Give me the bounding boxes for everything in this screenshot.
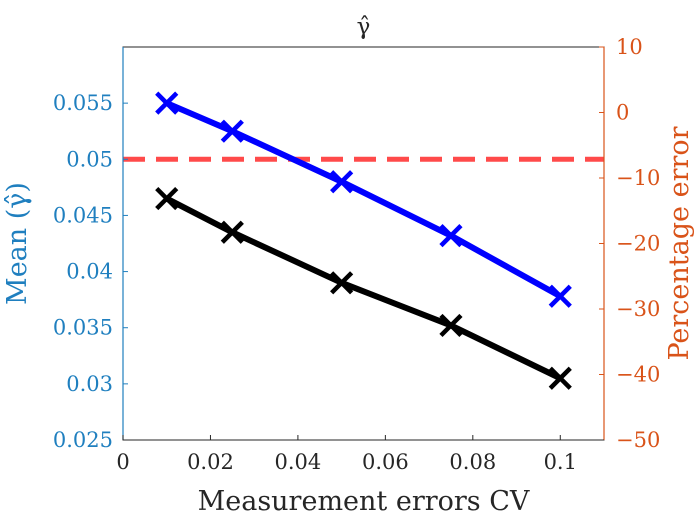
right-tick-label: 0 <box>616 101 629 125</box>
right-tick-label: −10 <box>616 166 660 190</box>
marker-stroke <box>548 284 572 308</box>
right-y-axis: −50 −40 −30 −20 −10 0 10 <box>599 35 660 452</box>
series-1-marker <box>220 119 244 143</box>
x-tick-label: 0 <box>116 450 129 474</box>
series-2-marker <box>548 366 572 390</box>
left-tick-label: 0.05 <box>66 147 113 171</box>
right-tick-label: −40 <box>616 363 660 387</box>
x-tick-label: 0.04 <box>275 450 322 474</box>
x-tick-label: 0.06 <box>362 450 409 474</box>
series-2-marker <box>155 186 179 211</box>
marker-stroke <box>155 186 179 211</box>
marker-stroke <box>439 313 463 338</box>
right-y-axis-label: Percentage error <box>664 126 695 360</box>
series-2-marker <box>220 220 244 244</box>
series-1-marker <box>155 91 179 115</box>
marker-stroke <box>330 271 354 295</box>
series-2-marker <box>439 313 463 338</box>
plot-area <box>123 47 604 440</box>
series-1-marker <box>330 170 354 194</box>
series-1-marker <box>548 284 572 308</box>
marker-stroke <box>220 220 244 244</box>
series-1-marker <box>439 224 463 248</box>
x-tick-label: 0.02 <box>187 450 234 474</box>
left-tick-label: 0.035 <box>53 316 113 340</box>
left-tick-label: 0.045 <box>53 203 113 227</box>
x-tick-label: 0.1 <box>544 450 577 474</box>
series-2-marker <box>330 271 354 295</box>
left-y-axis-label: Mean (γ̂) <box>2 182 33 305</box>
right-tick-label: −30 <box>616 297 660 321</box>
x-axis-label: Measurement errors CV <box>198 486 530 517</box>
marker-stroke <box>548 366 572 390</box>
x-tick-label: 0.08 <box>449 450 496 474</box>
right-tick-label: 10 <box>616 35 643 59</box>
x-axis: 0 0.02 0.04 0.06 0.08 0.1 <box>116 435 604 474</box>
marker-stroke <box>439 224 463 248</box>
marker-stroke <box>220 119 244 143</box>
chart-title: γ̂ <box>357 14 371 40</box>
marker-stroke <box>155 91 179 115</box>
left-tick-label: 0.03 <box>66 372 113 396</box>
right-tick-label: −50 <box>616 428 660 452</box>
left-y-axis: 0.025 0.03 0.035 0.04 0.045 0.05 0.055 <box>53 47 128 452</box>
left-tick-label: 0.055 <box>53 91 113 115</box>
marker-stroke <box>330 170 354 194</box>
series-layer <box>155 91 572 390</box>
left-tick-label: 0.04 <box>66 260 113 284</box>
right-tick-label: −20 <box>616 232 660 256</box>
left-tick-label: 0.025 <box>53 428 113 452</box>
